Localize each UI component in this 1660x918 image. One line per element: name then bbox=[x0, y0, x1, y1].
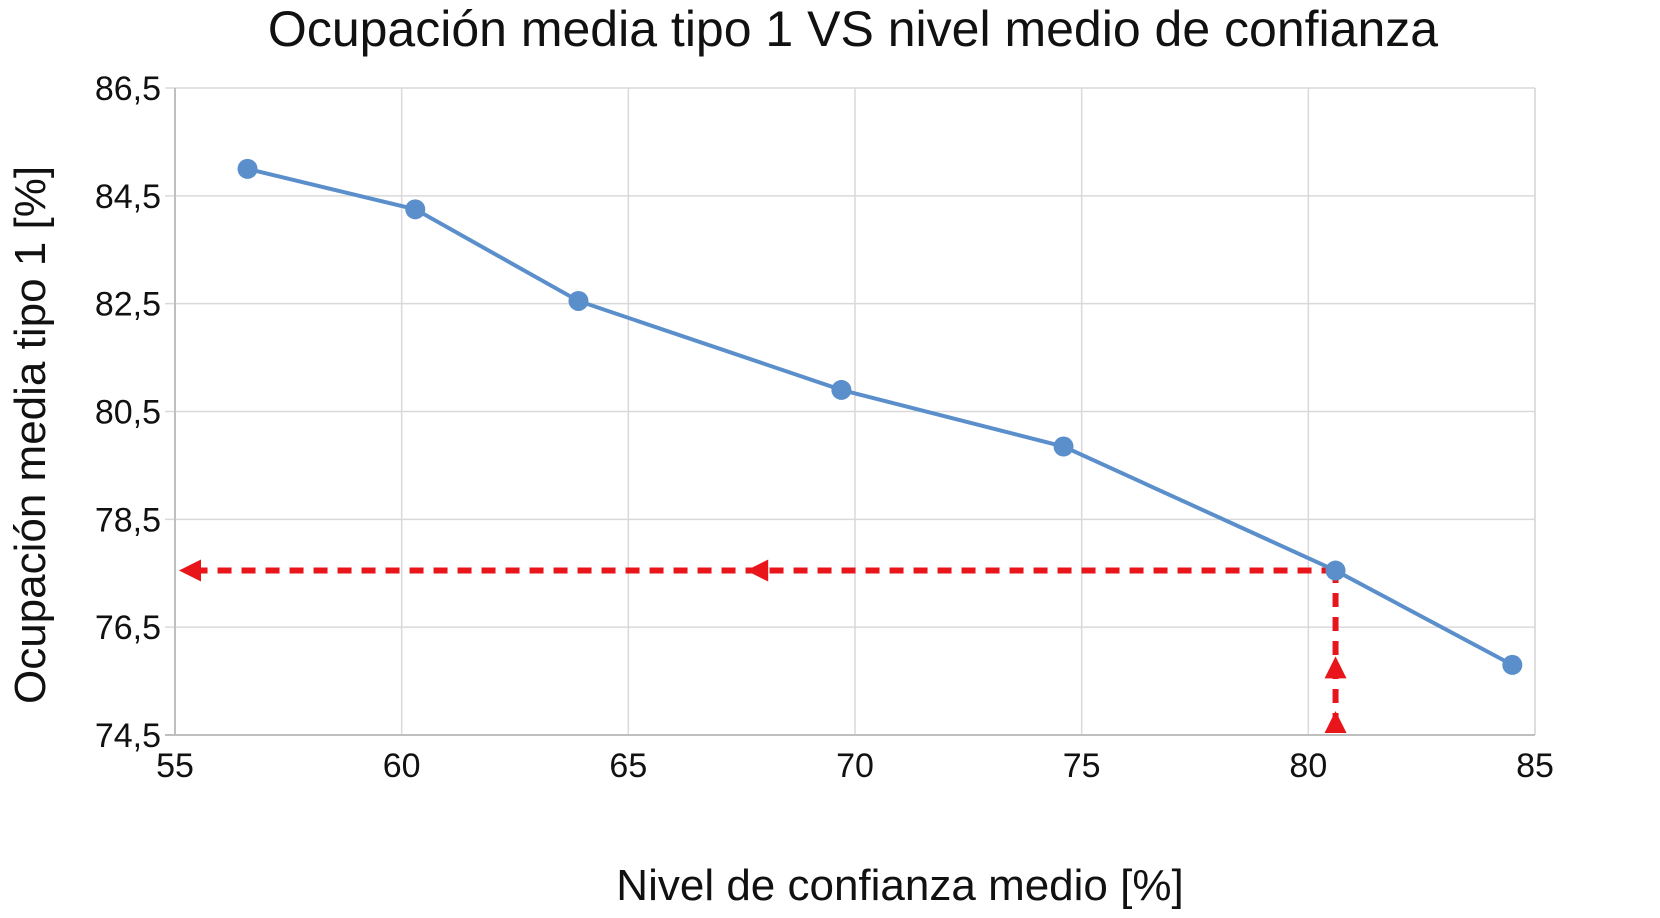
x-tick-label: 75 bbox=[1063, 747, 1101, 785]
data-point bbox=[237, 158, 258, 179]
x-tick-label: 60 bbox=[383, 747, 421, 785]
chart-title: Ocupación media tipo 1 VS nivel medio de… bbox=[268, 1, 1438, 57]
guide-lines bbox=[179, 559, 1347, 733]
x-tick-label: 85 bbox=[1516, 747, 1554, 785]
guide-arrowhead bbox=[179, 559, 201, 582]
axes bbox=[165, 88, 1535, 736]
y-tick-label: 74,5 bbox=[95, 717, 161, 755]
x-tick-label: 70 bbox=[836, 747, 874, 785]
guide-arrowhead bbox=[1324, 711, 1347, 733]
y-tick-label: 76,5 bbox=[95, 609, 161, 647]
data-point bbox=[1325, 560, 1346, 581]
y-tick-label: 84,5 bbox=[95, 178, 161, 216]
y-tick-label: 80,5 bbox=[95, 394, 161, 432]
y-tick-label: 86,5 bbox=[95, 70, 161, 108]
guide-arrowhead bbox=[746, 559, 769, 582]
y-tick-label: 82,5 bbox=[95, 286, 161, 324]
data-point bbox=[405, 199, 426, 220]
x-tick-label: 80 bbox=[1289, 747, 1327, 785]
x-axis-label: Nivel de confianza medio [%] bbox=[616, 861, 1183, 910]
y-tick-label: 78,5 bbox=[95, 501, 161, 539]
x-axis-ticks: 55 60 65 70 75 80 85 bbox=[156, 747, 1554, 785]
data-point bbox=[1502, 654, 1523, 675]
y-axis-ticks: 74,5 76,5 78,5 80,5 82,5 84,5 86,5 bbox=[95, 70, 161, 755]
series-line bbox=[247, 166, 1514, 667]
grid-lines bbox=[165, 87, 1536, 736]
x-tick-label: 55 bbox=[156, 747, 194, 785]
series bbox=[237, 158, 1523, 675]
data-point bbox=[1053, 436, 1074, 457]
data-point bbox=[568, 290, 589, 311]
guide-arrowhead bbox=[1324, 656, 1347, 679]
data-point bbox=[831, 379, 852, 400]
x-tick-label: 65 bbox=[609, 747, 647, 785]
y-axis-label: Ocupación media tipo 1 [%] bbox=[6, 166, 55, 704]
